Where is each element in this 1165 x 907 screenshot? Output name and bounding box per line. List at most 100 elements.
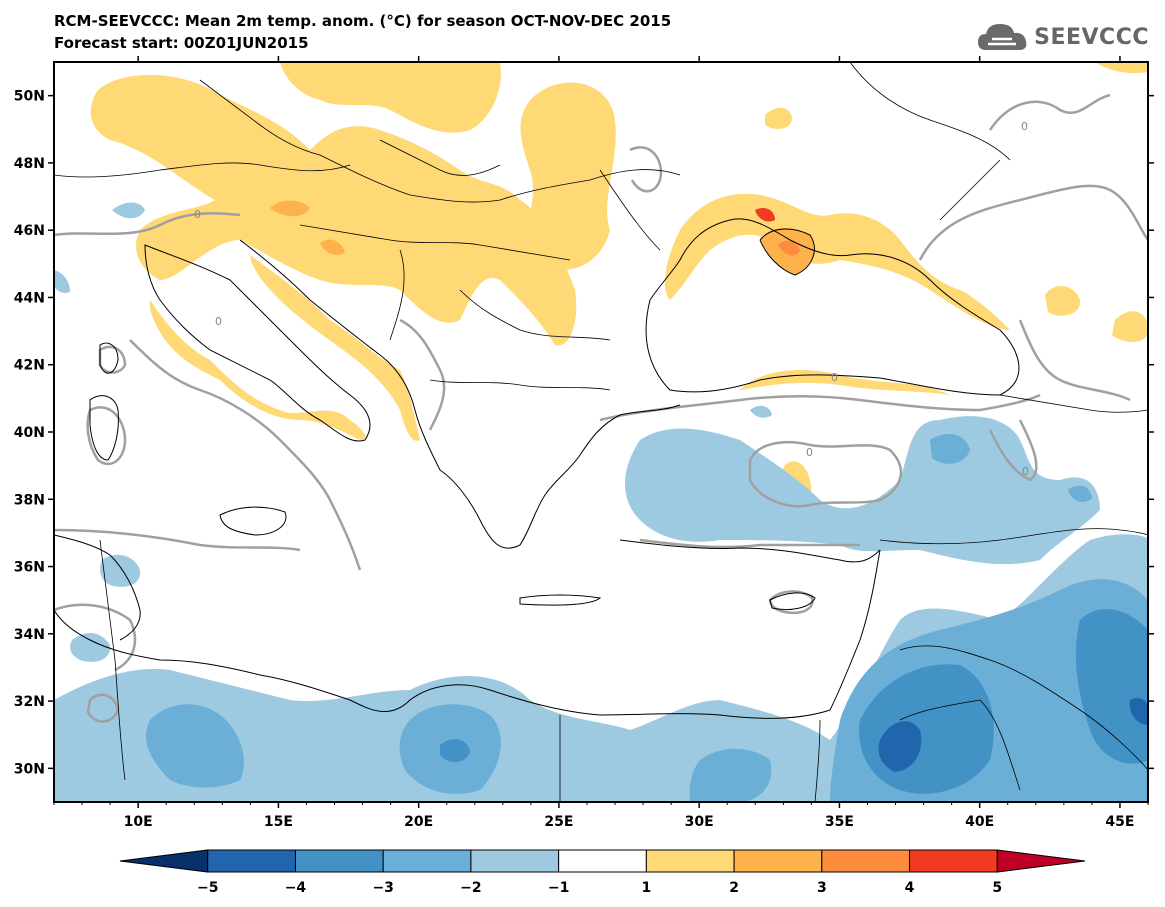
negative-anomaly-region-west-edge — [54, 270, 70, 293]
negative-anomaly-4-5-jordan — [878, 721, 922, 772]
sardinia-coast — [89, 395, 119, 461]
map-title: RCM-SEEVCCC: Mean 2m temp. anom. (°C) fo… — [54, 12, 672, 30]
zero-contour-line — [988, 419, 1038, 482]
border-line — [54, 162, 351, 178]
levant-coast — [829, 549, 881, 711]
positive-anomaly-region-crimea-small — [765, 107, 792, 130]
positive-anomaly-3-4-azov — [755, 208, 775, 222]
negative-anomaly-region-alps — [112, 202, 145, 219]
north-africa-coast — [54, 609, 831, 719]
country-borders — [54, 62, 1148, 802]
positive-anomaly-region-far-east — [1112, 311, 1148, 342]
positive-anomaly-region-turkey-north — [740, 370, 950, 395]
zero-contour-line — [629, 146, 663, 193]
lat-label: 30N — [14, 761, 45, 777]
sicily-coast — [219, 506, 287, 536]
positive-anomaly-2-3-croatia — [320, 239, 345, 255]
lat-label: 46N — [14, 223, 45, 239]
colorbar-box — [909, 849, 998, 873]
lat-label: 36N — [14, 560, 45, 576]
negative-anomaly-2-3-egypt — [689, 748, 772, 802]
contour-label: 0 — [806, 446, 813, 459]
border-line — [599, 169, 661, 251]
border-line — [299, 224, 571, 261]
colorbar-tick-label: 2 — [729, 880, 739, 896]
colorbar-box — [733, 849, 823, 873]
negative-anomaly-2-3-turkey-east — [930, 434, 970, 464]
zero-contour-line — [54, 212, 241, 237]
lon-label: 35E — [825, 814, 854, 830]
lat-label: 42N — [14, 358, 45, 374]
border-line — [99, 539, 126, 781]
cyprus-coast — [769, 592, 816, 611]
contour-label: 0 — [1022, 465, 1029, 478]
lon-label: 30E — [685, 814, 714, 830]
lon-label: 20E — [404, 814, 433, 830]
contour-label: 0 — [831, 371, 838, 384]
lat-label: 48N — [14, 156, 45, 172]
border-line — [429, 379, 611, 391]
colorbar-box — [382, 849, 472, 873]
colorbar: −5 −4 −3 −2 −1 1 2 3 4 5 — [119, 849, 1086, 896]
zero-contour-line — [98, 345, 127, 374]
crimea-coast — [759, 228, 815, 276]
adriatic-east-coast — [239, 239, 441, 471]
negative-anomaly-4-5-iraq — [1129, 698, 1148, 725]
zero-contour-line — [86, 693, 120, 723]
lat-label: 40N — [14, 425, 45, 441]
colorbar-box — [558, 849, 647, 873]
negative-anomaly-3-4-cyrenaica — [440, 739, 470, 763]
corsica-coast — [99, 342, 119, 374]
crete-coast — [519, 594, 602, 606]
positive-anomaly-region-north — [280, 62, 501, 133]
zero-contour-line — [86, 406, 127, 466]
negative-anomaly-3-4-iraq — [1075, 609, 1148, 764]
colorbar-max-arrow — [996, 849, 1086, 873]
border-line — [389, 249, 405, 341]
border-line — [814, 719, 821, 802]
colorbar-tick-label: 1 — [641, 880, 651, 896]
italy-coast — [144, 244, 371, 442]
border-line — [899, 699, 1021, 791]
zero-contour-line — [918, 184, 1148, 261]
border-line — [999, 394, 1148, 413]
contour-label: 0 — [215, 315, 222, 328]
positive-anomaly-region-east — [1045, 285, 1081, 316]
colorbar-min-arrow — [119, 849, 209, 873]
black-sea-coast — [645, 218, 1020, 396]
zero-contour-line — [599, 393, 1041, 422]
colorbar-tick-label: −5 — [197, 880, 218, 896]
lat-label: 38N — [14, 492, 45, 508]
turkey-south-coast — [619, 539, 881, 563]
negative-anomaly-region-turkey — [625, 416, 1100, 565]
negative-anomaly-region-algeria — [70, 633, 111, 662]
zero-contour-line — [988, 93, 1111, 131]
border-line — [319, 154, 681, 203]
negative-anomaly-2-3-turkey-far-east — [1068, 485, 1092, 502]
colorbar-tick-label: 5 — [992, 880, 1002, 896]
colorbar-tick-label: −4 — [285, 880, 307, 896]
border-line — [939, 159, 1001, 221]
lon-label: 10E — [124, 814, 153, 830]
border-line — [899, 645, 1148, 771]
lon-label: 25E — [544, 814, 573, 830]
contour-label: 0 — [1021, 120, 1028, 133]
positive-anomaly-region-ne-corner — [1095, 62, 1148, 74]
border-line — [459, 289, 611, 341]
border-line — [879, 528, 1148, 545]
zero-contour-line — [1018, 319, 1131, 402]
seevccc-logo: SEEVCCC — [976, 20, 1149, 54]
zero-contour-line — [54, 528, 301, 552]
logo-text: SEEVCCC — [1034, 24, 1149, 50]
zero-contours — [54, 93, 1148, 723]
lon-label: 45E — [1105, 814, 1134, 830]
positive-anomaly-3-4-crimea — [778, 240, 800, 256]
anomaly-fields — [54, 62, 1148, 802]
lon-label: 40E — [965, 814, 994, 830]
negative-anomaly-region-tunisia — [100, 554, 141, 587]
colorbar-box — [470, 849, 560, 873]
zero-contour-line — [748, 440, 902, 508]
map-axes: 50N 48N 46N 44N 42N 40N 38N 36N 34N 32N 30N 10E 15E 2… — [14, 56, 1154, 830]
positive-anomaly-region-balkans — [90, 74, 577, 346]
